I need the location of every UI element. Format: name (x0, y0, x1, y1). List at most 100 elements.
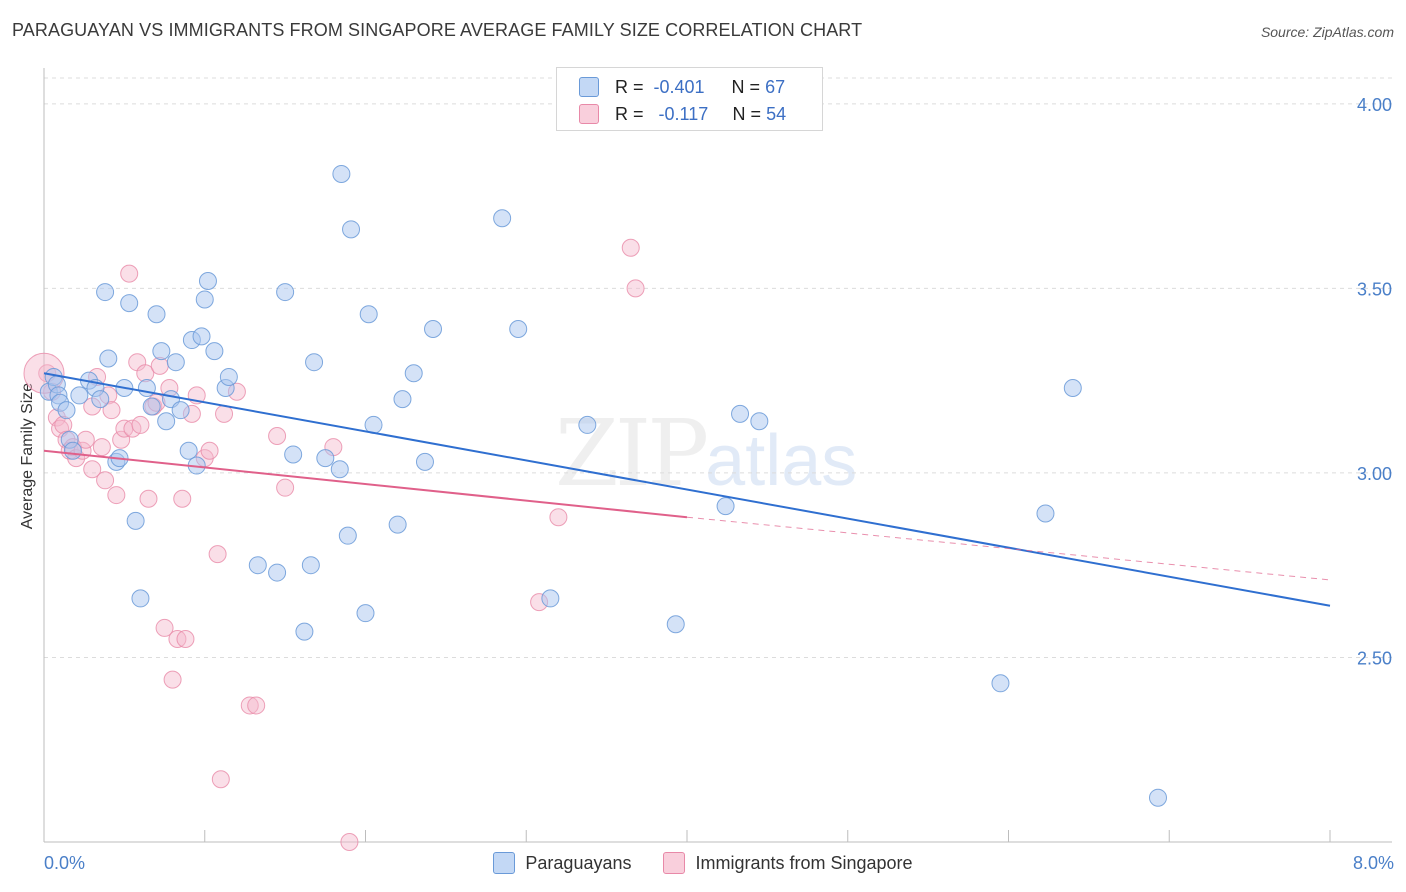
trend-line-singapore (43, 449, 688, 519)
data-point-paraguayans (1063, 379, 1082, 398)
data-point-paraguayans (342, 220, 361, 239)
series-paraguayans (39, 164, 1167, 807)
legend-item-singapore[interactable]: Immigrants from Singapore (663, 852, 913, 874)
data-point-paraguayans (301, 556, 320, 575)
data-point-paraguayans (493, 209, 512, 228)
data-point-singapore (268, 427, 287, 446)
data-point-paraguayans (509, 319, 528, 338)
data-point-paraguayans (248, 556, 267, 575)
data-point-paraguayans (268, 563, 287, 582)
data-point-paraguayans (195, 290, 214, 309)
data-point-paraguayans (356, 604, 375, 623)
chart-title: PARAGUAYAN VS IMMIGRANTS FROM SINGAPORE … (12, 20, 863, 40)
grid-lines (44, 77, 1392, 658)
x-tick-label: 8.0% (1353, 853, 1394, 873)
data-point-paraguayans (731, 404, 750, 423)
legend-r-label: R = (615, 103, 644, 124)
data-point-paraguayans (359, 305, 378, 324)
trend-lines (43, 372, 1331, 607)
data-point-paraguayans (91, 390, 110, 409)
legend-r-label: R = (615, 76, 644, 97)
data-point-paraguayans (305, 353, 324, 372)
data-point-paraguayans (142, 397, 161, 416)
data-point-paraguayans (1148, 788, 1167, 807)
data-point-singapore (549, 508, 568, 527)
data-point-paraguayans (96, 283, 115, 302)
data-point-paraguayans (147, 305, 166, 324)
data-point-paraguayans (388, 515, 407, 534)
data-point-paraguayans (179, 441, 198, 460)
x-tick-label: 0.0% (44, 853, 85, 873)
data-point-paraguayans (63, 441, 82, 460)
data-point-singapore (83, 460, 102, 479)
data-point-singapore (240, 696, 259, 715)
data-point-paraguayans (541, 589, 560, 608)
data-point-paraguayans (991, 674, 1010, 693)
data-point-paraguayans (284, 445, 303, 464)
legend-n-label: N = (731, 76, 761, 97)
data-point-paraguayans (578, 415, 597, 434)
data-point-paraguayans (666, 615, 685, 634)
legend-n-value: 67 (765, 76, 786, 97)
data-point-paraguayans (716, 497, 735, 516)
data-point-paraguayans (171, 401, 190, 420)
data-point-singapore (155, 618, 174, 637)
legend-swatch-pink (663, 852, 686, 874)
data-point-singapore (621, 238, 640, 257)
data-point-paraguayans (1036, 504, 1055, 523)
legend-r-value: -0.401 (653, 76, 705, 97)
data-point-singapore (247, 696, 266, 715)
data-point-paraguayans (57, 401, 76, 420)
tick-labels: 2.50 3.00 3.50 4.00 0.0% 8.0% (44, 95, 1394, 873)
data-point-singapore (112, 430, 131, 449)
data-point-paraguayans (137, 379, 156, 398)
data-point-singapore (139, 489, 158, 508)
y-tick-label: 4.00 (1357, 95, 1392, 115)
legend-swatch-blue (493, 852, 516, 874)
y-tick-label: 3.00 (1357, 464, 1392, 484)
data-point-paraguayans (219, 367, 238, 386)
legend-item-paraguayans[interactable]: Paraguayans (493, 852, 631, 874)
correlation-legend: R = -0.401 N = 67 R = -0.117 N = 54 (556, 67, 823, 131)
data-point-singapore (208, 545, 227, 564)
legend-r-value: -0.117 (658, 103, 709, 124)
axes (43, 68, 1392, 843)
data-point-paraguayans (192, 327, 211, 346)
data-point-paraguayans (99, 349, 118, 368)
data-point-paraguayans (332, 164, 351, 183)
watermark-atlas: atlas (705, 421, 858, 501)
data-point-singapore (215, 404, 234, 423)
data-point-paraguayans (276, 283, 295, 302)
y-tick-label: 3.50 (1357, 279, 1392, 299)
data-point-paraguayans (295, 622, 314, 641)
data-point-paraguayans (152, 342, 171, 361)
data-point-paraguayans (338, 526, 357, 545)
legend-row-paraguayans: R = -0.401 N = 67 (579, 75, 785, 99)
data-point-singapore (96, 471, 115, 490)
data-point-paraguayans (131, 589, 150, 608)
data-point-singapore (200, 441, 219, 460)
legend-n-value: 54 (766, 103, 787, 124)
legend-label: Paraguayans (525, 852, 632, 873)
data-point-singapore (102, 401, 121, 420)
legend-label: Immigrants from Singapore (695, 852, 913, 873)
data-point-paraguayans (330, 460, 349, 479)
data-point-singapore (92, 438, 111, 457)
legend-swatch-blue (579, 77, 599, 97)
data-point-singapore (176, 630, 195, 649)
legend-n-label: N = (732, 103, 762, 124)
series-legend: Paraguayans Immigrants from Singapore (0, 852, 1406, 874)
y-tick-label: 2.50 (1357, 648, 1392, 668)
data-point-paraguayans (166, 353, 185, 372)
data-point-paraguayans (120, 294, 139, 313)
data-point-paraguayans (198, 271, 217, 290)
data-point-paraguayans (126, 511, 145, 530)
data-point-singapore (107, 486, 126, 505)
data-point-singapore (173, 489, 192, 508)
data-point-singapore (276, 478, 295, 497)
data-point-paraguayans (70, 386, 89, 405)
trend-line-singapore-extension (686, 516, 1331, 581)
legend-row-singapore: R = -0.117 N = 54 (579, 102, 786, 126)
data-point-paraguayans (415, 452, 434, 471)
